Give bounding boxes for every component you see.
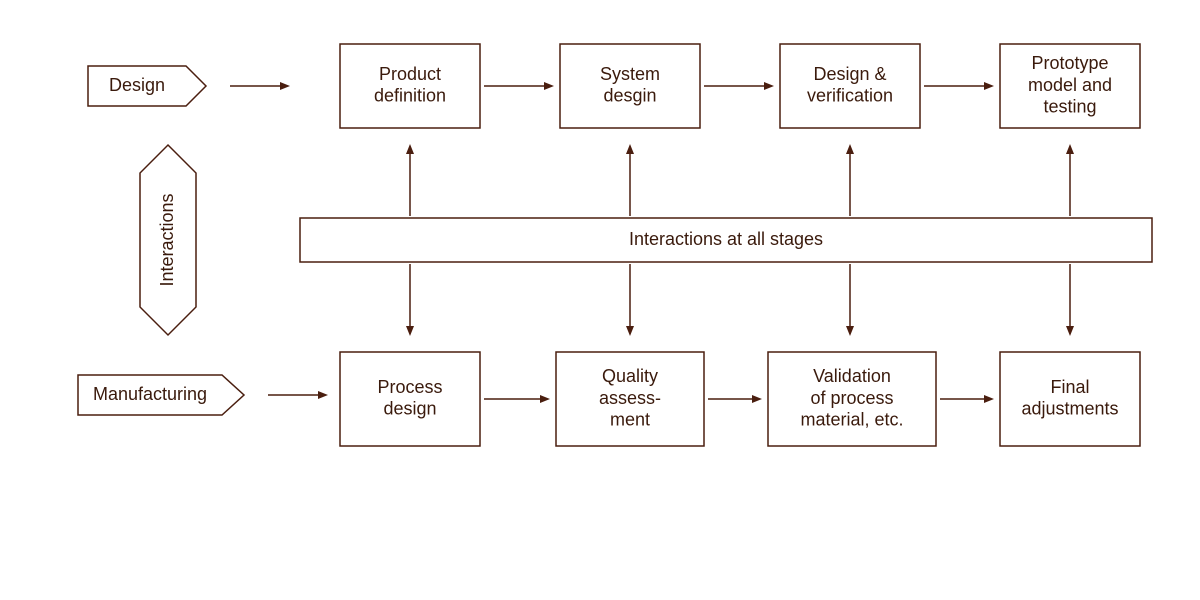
top-box-3-text-line-0: Prototype <box>1031 53 1108 73</box>
top-box-3-text-line-1: model and <box>1028 75 1112 95</box>
row-label-design-text-line-0: Design <box>109 75 165 95</box>
bottom-box-0-text-line-1: design <box>383 399 436 419</box>
arrow-top-flow-2-head <box>984 82 994 90</box>
bottom-box-2-text-line-0: Validation <box>813 366 891 386</box>
arrow-design-lead-head <box>280 82 290 90</box>
arrow-up-3-head <box>1066 144 1074 154</box>
arrow-down-2-head <box>846 326 854 336</box>
arrow-bottom-flow-2-head <box>984 395 994 403</box>
arrow-down-0-head <box>406 326 414 336</box>
bottom-box-3-text-line-0: Final <box>1050 377 1089 397</box>
arrow-down-1-head <box>626 326 634 336</box>
row-label-interactions-text: Interactions <box>157 193 177 286</box>
arrow-bottom-flow-1-head <box>752 395 762 403</box>
arrow-top-flow-1-head <box>764 82 774 90</box>
bottom-box-3-text-line-1: adjustments <box>1021 399 1118 419</box>
arrow-manufacturing-lead-head <box>318 391 328 399</box>
top-box-0-text-line-1: definition <box>374 86 446 106</box>
arrow-up-1-head <box>626 144 634 154</box>
bottom-box-1-text-line-0: Quality <box>602 366 658 386</box>
top-box-1-text-line-1: desgin <box>603 86 656 106</box>
top-box-2-text-line-1: verification <box>807 86 893 106</box>
row-label-manufacturing-text-line-0: Manufacturing <box>93 384 207 404</box>
bottom-box-2-text-line-2: material, etc. <box>800 410 903 430</box>
arrow-top-flow-0-head <box>544 82 554 90</box>
arrow-up-0-head <box>406 144 414 154</box>
bottom-box-2-text-line-1: of process <box>810 388 893 408</box>
arrow-down-3-head <box>1066 326 1074 336</box>
top-box-2-text-line-0: Design & <box>813 64 886 84</box>
bottom-box-1-text-line-2: ment <box>610 410 650 430</box>
arrow-bottom-flow-0-head <box>540 395 550 403</box>
arrow-up-2-head <box>846 144 854 154</box>
top-box-0-text-line-0: Product <box>379 64 441 84</box>
top-box-1-text-line-0: System <box>600 64 660 84</box>
bottom-box-1-text-line-1: assess- <box>599 388 661 408</box>
interaction-bar-text-line-0: Interactions at all stages <box>629 229 823 249</box>
diagram-canvas: DesignManufacturingInteractionsProductde… <box>0 0 1200 600</box>
bottom-box-0-text-line-0: Process <box>377 377 442 397</box>
top-box-3-text-line-2: testing <box>1043 97 1096 117</box>
